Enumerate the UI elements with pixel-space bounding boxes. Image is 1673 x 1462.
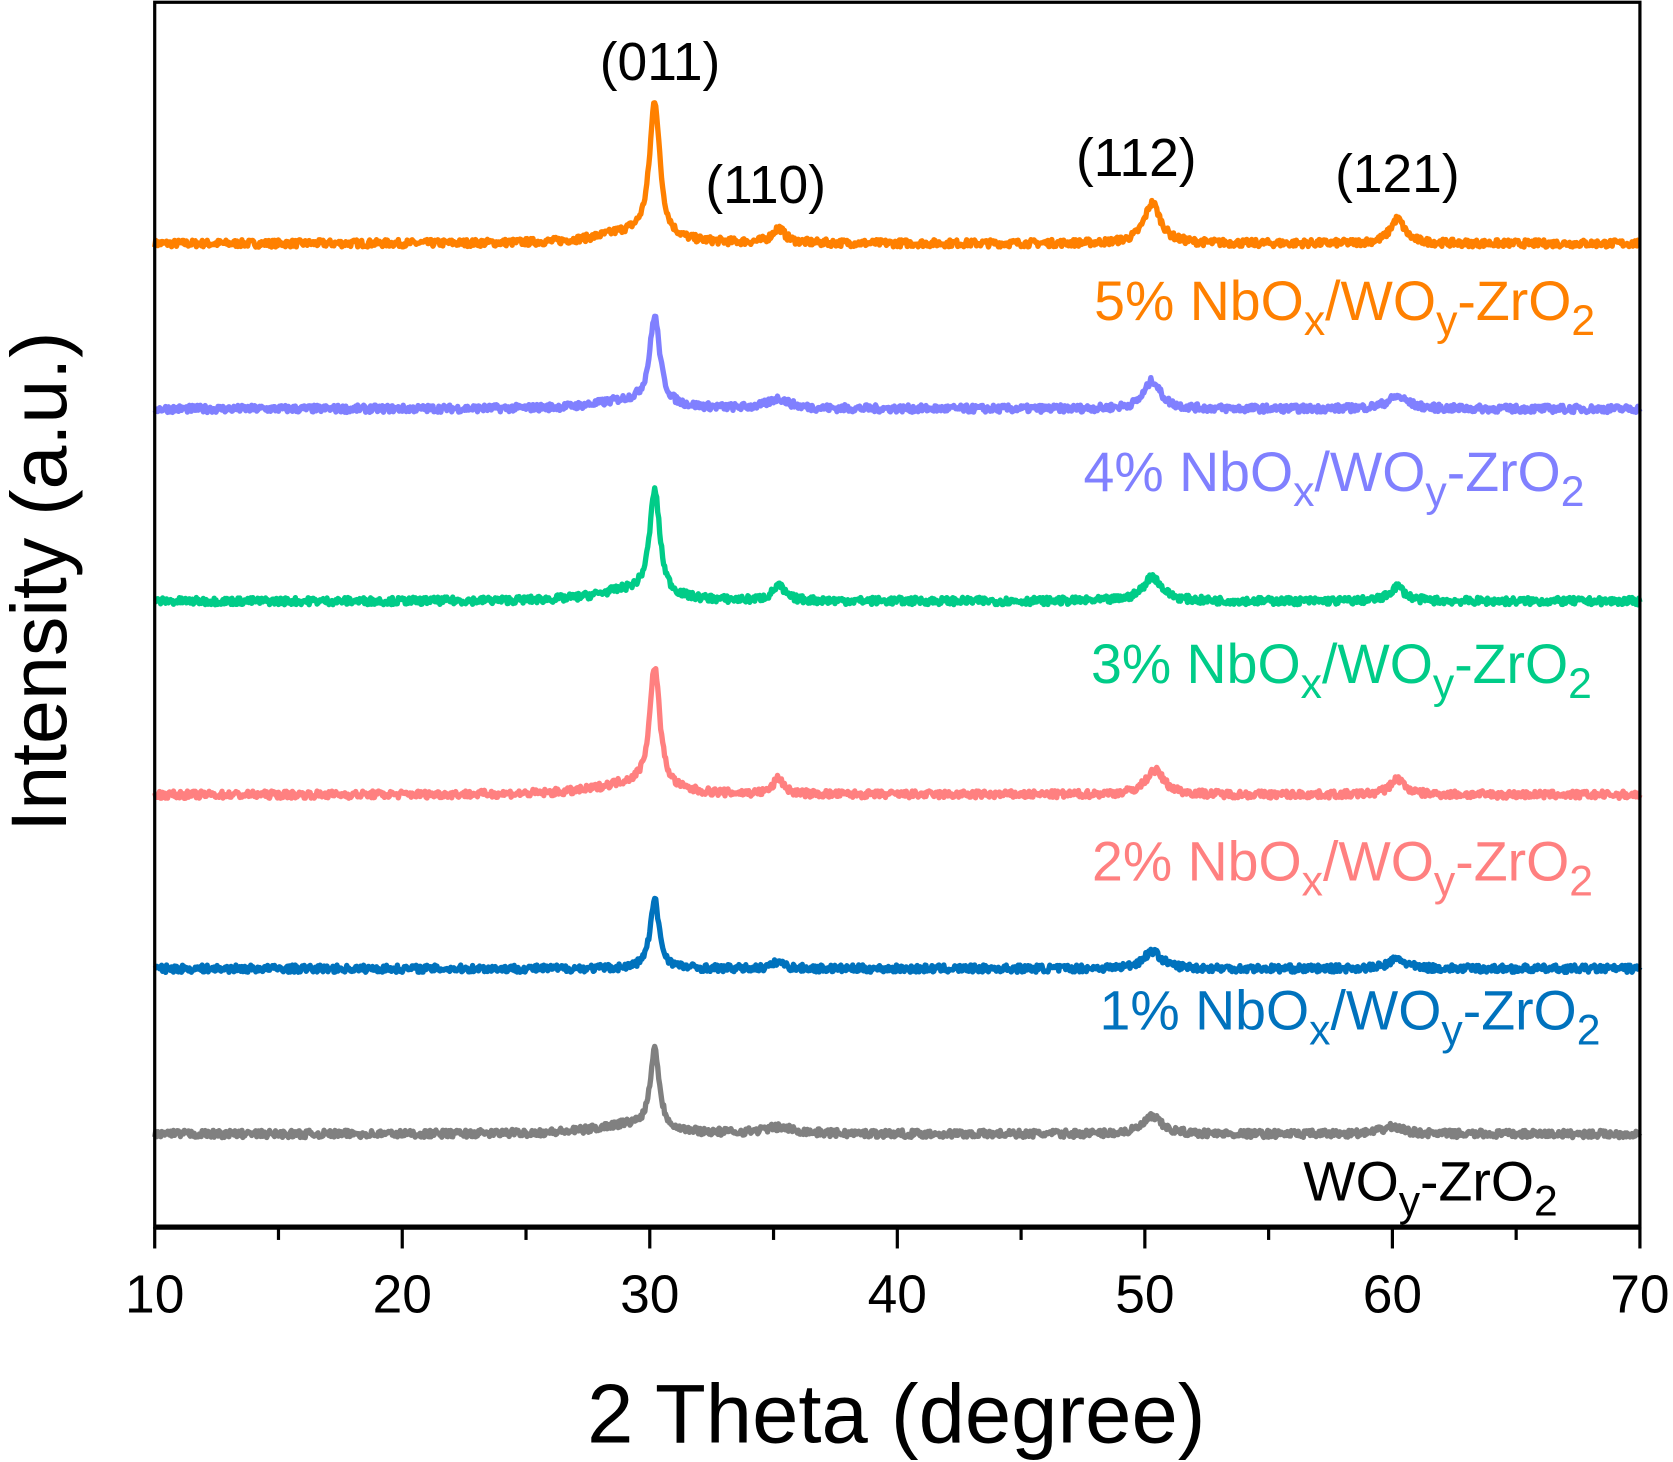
x-tick-label: 20	[373, 1265, 432, 1324]
x-axis: 10 20 30 40 50 60 70	[125, 1224, 1670, 1324]
peak-label: (011)	[600, 33, 721, 92]
x-tick-label: 60	[1363, 1265, 1422, 1324]
peak-label: (112)	[1076, 129, 1197, 188]
y-axis-label: Intensity (a.u.)	[0, 332, 83, 832]
peak-label: (121)	[1335, 145, 1459, 204]
series-label: 5% NbOx/WOy-ZrO2	[1094, 270, 1595, 345]
series-label: 2% NbOx/WOy-ZrO2	[1092, 830, 1593, 905]
x-tick-label: 50	[1115, 1265, 1174, 1324]
peak-label: (110)	[705, 156, 826, 215]
x-tick-label: 40	[868, 1265, 927, 1324]
series-line	[152, 1043, 1643, 1141]
x-tick-label: 10	[125, 1265, 184, 1324]
series-line	[153, 485, 1643, 608]
series-label: 4% NbOx/WOy-ZrO2	[1084, 441, 1585, 516]
x-axis-label: 2 Theta (degree)	[587, 1368, 1205, 1461]
x-tick-label: 30	[620, 1265, 679, 1324]
series-label: 1% NbOx/WOy-ZrO2	[1100, 980, 1601, 1055]
series-line	[152, 313, 1643, 416]
series-layer	[152, 100, 1643, 1141]
series-line	[152, 100, 1642, 250]
series-labels: 5% NbOx/WOy-ZrO2 4% NbOx/WOy-ZrO2 3% NbOx/…	[1084, 270, 1601, 1225]
series-line	[152, 895, 1643, 976]
series-label: 3% NbOx/WOy-ZrO2	[1091, 633, 1592, 708]
series-line	[152, 666, 1643, 801]
series-label: WOy-ZrO2	[1303, 1150, 1558, 1225]
x-tick-label: 70	[1610, 1265, 1669, 1324]
peak-annotations: (011) (110) (112) (121)	[600, 33, 1460, 215]
